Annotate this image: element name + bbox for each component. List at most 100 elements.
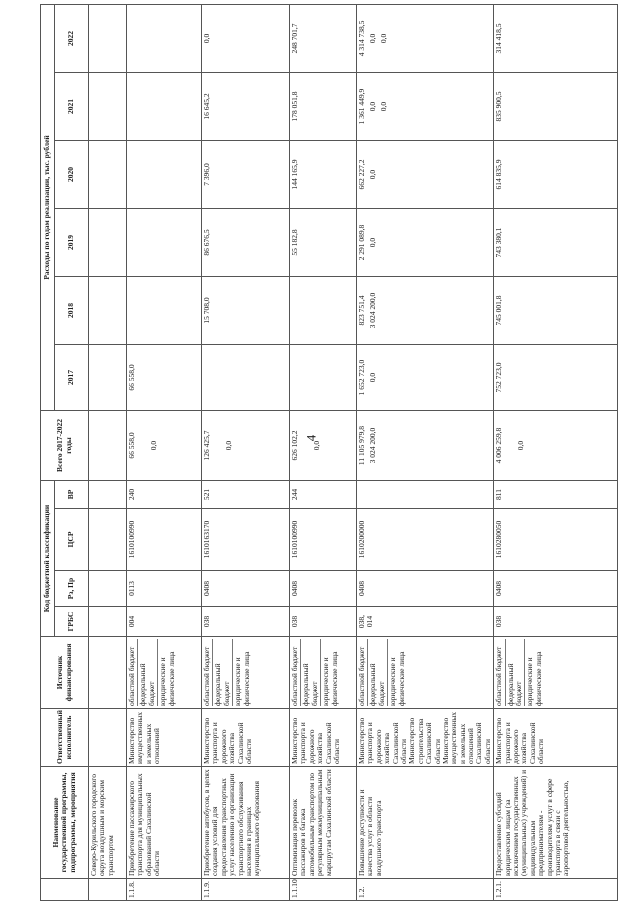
rzpr-cell [88,570,127,607]
row-number-cell: 1.1.8. [126,878,202,901]
table-row: 1.2.1. Предоставление субсидий юридически… [493,4,618,901]
row-executor-cell: Министерство имущественных и земельных о… [126,708,202,767]
col-year-header: 2017 [54,344,89,411]
year-value-cell: 1 652 723,0 0,0 [356,344,494,411]
total-cell [88,410,127,481]
col-name-header: Наименование государственной программы, … [40,766,89,879]
budget-code-group-header: Код бюджетной классификации [40,480,55,637]
amount-value: 144 165,9 [290,159,299,190]
col-rzpr-header: Рз, Пр [54,570,89,607]
funding-source: областной бюджет [290,639,302,706]
year-value-cell [88,208,127,277]
table-row: 1.2. Повышение доступности и качества усл… [356,4,494,901]
amount-value: 86 676,5 [202,229,211,256]
col-vr-header: ВР [54,480,89,509]
amount-value: 745 001,8 [494,295,504,326]
amount-value: 835 900,5 [494,91,504,122]
vr-cell: 244 [289,480,357,509]
funding-source: юридические и физические лица [233,651,251,706]
year-value-cell: 178 051,8 [289,72,357,141]
csr-cell: 1610280050 [493,508,618,571]
row-executor-cell: Министерство транспорта и дорожного хозя… [356,708,494,767]
rzpr-cell: 0113 [126,570,202,607]
row-executor-cell [88,708,127,767]
amount-value: 248 701,7 [290,23,299,54]
amount-value: 7 396,0 [202,163,211,186]
amount-value: 66 558,0 [127,364,136,391]
year-value-cell [201,344,290,411]
row-executor-cell: Министерство транспорта и дорожного хозя… [493,708,618,767]
col-year-header: 2018 [54,276,89,345]
table-row: 1.1.9. Приобретение автобусов, в целях со… [201,4,290,901]
row-source-cell: областной бюджет федеральный бюджет юридич… [289,636,357,709]
funding-source: федеральный бюджет [368,639,389,706]
amount-value: 16 645,2 [202,93,211,120]
year-value-cell: 15 708,0 [201,276,290,345]
csr-cell: 1610100990 [289,508,357,571]
grbs-cell: 038, 014 [356,606,494,637]
row-number-cell [88,878,127,901]
amount-value: 314 418,5 [494,23,504,54]
row-name-cell: Предоставление субсидий юридическим лица… [493,766,618,879]
row-executor-cell: Министерство транспорта и дорожного хозя… [201,708,290,767]
csr-cell: 1610100990 [126,508,202,571]
amount-value: 752 723,0 [494,362,504,393]
amount-value: 4 006 259,8 [494,427,504,464]
grbs-cell: 038 [493,606,618,637]
row-executor-cell: Министерство транспорта и дорожного хозя… [289,708,357,767]
year-value-cell [126,276,202,345]
year-value-cell: 0,0 [201,4,290,73]
funding-source: областной бюджет [127,639,139,706]
amount-value: 0,0 [379,33,388,44]
year-value-cell: 823 751,4 3 024 200,0 [356,276,494,345]
rzpr-cell: 0408 [289,570,357,607]
amount-value: 0,0 [149,440,158,451]
row-source-cell: областной бюджет федеральный бюджет юридич… [201,636,290,709]
col-total-header: Всего 2017-2022 годы [40,410,89,481]
row-name-cell: Северо-Курильского городского округа воз… [88,766,127,879]
year-value-cell [289,344,357,411]
row-source-cell: областной бюджет федеральный бюджет юридич… [126,636,202,709]
table-row: 1.1.8. Приобретение пассажирского транспо… [126,4,202,901]
csr-cell: 1610200000 [356,508,494,571]
year-value-cell [88,4,127,73]
col-year-header: 2021 [54,72,89,141]
vr-cell [356,480,494,509]
col-csr-header: ЦСР [54,508,89,571]
year-value-cell [126,72,202,141]
year-value-cell [126,208,202,277]
funding-source: юридические и физические лица [525,651,543,706]
year-value-cell [289,276,357,345]
total-cell: 11 105 979,8 3 024 200,0 [356,410,494,481]
row-number-cell: 1.1.10. [289,878,357,901]
row-name-cell: Повышение доступности и качества услуг в… [356,766,494,879]
vr-cell [88,480,127,509]
rotated-page: Наименование государственной программы, … [40,4,618,901]
funding-source: федеральный бюджет [505,639,526,706]
amount-value: 3 024 200,0 [368,427,377,464]
year-value-cell [88,72,127,141]
funding-source: областной бюджет [202,639,214,706]
col-num-header [40,878,89,901]
expenses-group-header: Расходы по годам реализации, тыс. рублей [40,4,55,411]
year-value-cell: 144 165,9 [289,140,357,209]
col-year-header: 2022 [54,4,89,73]
year-value-cell: 314 418,5 [493,4,618,73]
year-value-cell: 752 723,0 [493,344,618,411]
amount-value: 0,0 [368,372,377,383]
year-value-cell: 743 380,1 [493,208,618,277]
year-value-cell [126,140,202,209]
row-name-cell: Приобретение пассажирского транспорта дл… [126,766,202,879]
funding-source: юридические и физические лица [321,651,339,706]
amount-value: 626 102,2 [290,430,299,461]
csr-cell [88,508,127,571]
year-value-cell: 16 645,2 [201,72,290,141]
col-year-header: 2019 [54,208,89,277]
year-value-cell: 745 001,8 [493,276,618,345]
vr-cell: 811 [493,480,618,509]
row-source-cell: областной бюджет федеральный бюджет юридич… [356,636,494,709]
col-year-header: 2020 [54,140,89,209]
row-name-cell: Приобретение автобусов, в целях создания… [201,766,290,879]
total-cell: 626 102,2 0,0 [289,410,357,481]
row-name-cell: Оптимизация перевозок пассажиров и багаж… [289,766,357,879]
